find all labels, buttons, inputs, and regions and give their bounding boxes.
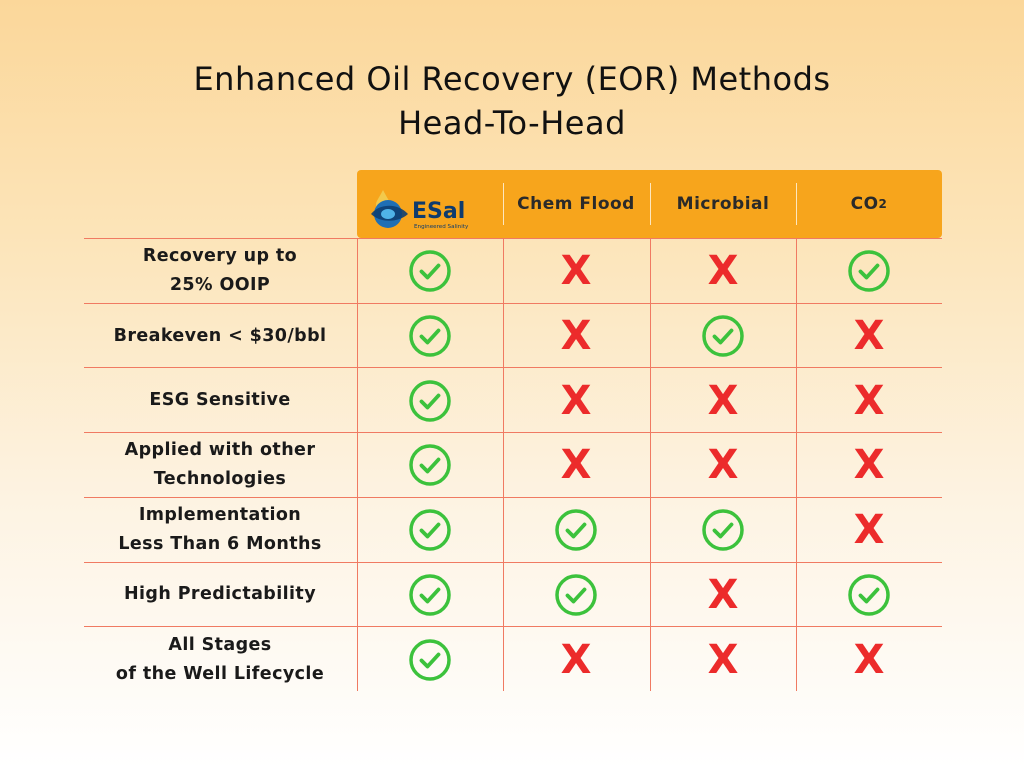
cross-icon: X xyxy=(853,377,885,424)
row-divider xyxy=(84,302,942,304)
page-title: Enhanced Oil Recovery (EOR) Methods xyxy=(193,60,831,98)
check-icon xyxy=(357,239,503,304)
check-icon xyxy=(796,563,942,628)
column-divider xyxy=(503,238,504,691)
cross-icon: X xyxy=(707,442,739,489)
cross-icon: X xyxy=(560,313,592,360)
header-divider xyxy=(503,183,504,225)
header-divider xyxy=(650,183,651,225)
criterion-label: Breakeven < $30/bbl xyxy=(84,304,356,369)
cross-icon: X xyxy=(853,636,885,683)
cross-icon: X xyxy=(560,636,592,683)
cross-icon: X xyxy=(707,377,739,424)
check-icon xyxy=(357,368,503,433)
criterion-label-line: Recovery up to xyxy=(142,246,298,267)
criterion-label-line: Implementation xyxy=(138,505,302,526)
cross-icon: X xyxy=(707,571,739,618)
criterion-label-line: 25% OOIP xyxy=(169,275,271,296)
column-header-co2: CO 2 xyxy=(850,194,888,214)
esal-logo: ESal Engineered Salinity xyxy=(371,190,469,230)
page-subtitle: Head-To-Head xyxy=(398,104,626,142)
check-icon xyxy=(796,239,942,304)
column-header-microbial: Microbial xyxy=(676,194,770,214)
check-icon xyxy=(357,627,503,692)
row-divider xyxy=(84,561,942,563)
criterion-label-line: Technologies xyxy=(153,469,287,490)
cross-icon: X xyxy=(560,377,592,424)
criterion-label-line: All Stages xyxy=(168,634,272,655)
criterion-label-line: of the Well Lifecycle xyxy=(115,663,325,684)
logo-wordmark: ESal xyxy=(412,199,465,224)
check-icon xyxy=(650,304,796,369)
table-header-bar xyxy=(357,170,942,238)
cross-icon: X xyxy=(853,507,885,554)
column-divider xyxy=(796,238,797,691)
criterion-label: Applied with other Technologies xyxy=(84,433,356,498)
cross-icon: X xyxy=(853,442,885,489)
column-header-chem-flood: Chem Flood xyxy=(517,194,635,214)
row-divider xyxy=(84,496,942,498)
cross-icon: X xyxy=(560,442,592,489)
criterion-label-line: Less Than 6 Months xyxy=(118,534,322,555)
header-divider xyxy=(796,183,797,225)
cross-icon: X xyxy=(853,313,885,360)
cross-icon: X xyxy=(707,636,739,683)
check-icon xyxy=(357,498,503,563)
cross-icon: X xyxy=(707,248,739,295)
check-icon xyxy=(503,498,649,563)
check-icon xyxy=(357,304,503,369)
criterion-label-line: ESG Sensitive xyxy=(149,390,291,411)
criterion-label: Recovery up to 25% OOIP xyxy=(84,239,356,304)
row-divider xyxy=(84,367,942,369)
column-divider xyxy=(650,238,651,691)
row-divider xyxy=(84,432,942,434)
criterion-label-line: High Predictability xyxy=(123,584,317,605)
logo-tagline: Engineered Salinity xyxy=(414,224,469,230)
row-divider xyxy=(84,626,942,628)
cross-icon: X xyxy=(560,248,592,295)
criterion-label-line: Applied with other xyxy=(124,440,316,461)
check-icon xyxy=(650,498,796,563)
row-divider xyxy=(84,238,942,239)
column-divider xyxy=(357,238,358,691)
criterion-label-line: Breakeven < $30/bbl xyxy=(113,325,327,346)
check-icon xyxy=(357,433,503,498)
check-icon xyxy=(503,563,649,628)
criterion-label: Implementation Less Than 6 Months xyxy=(84,498,356,563)
criterion-label: All Stages of the Well Lifecycle xyxy=(84,627,356,692)
criterion-label: ESG Sensitive xyxy=(84,368,356,433)
criterion-label: High Predictability xyxy=(84,563,356,628)
check-icon xyxy=(357,563,503,628)
